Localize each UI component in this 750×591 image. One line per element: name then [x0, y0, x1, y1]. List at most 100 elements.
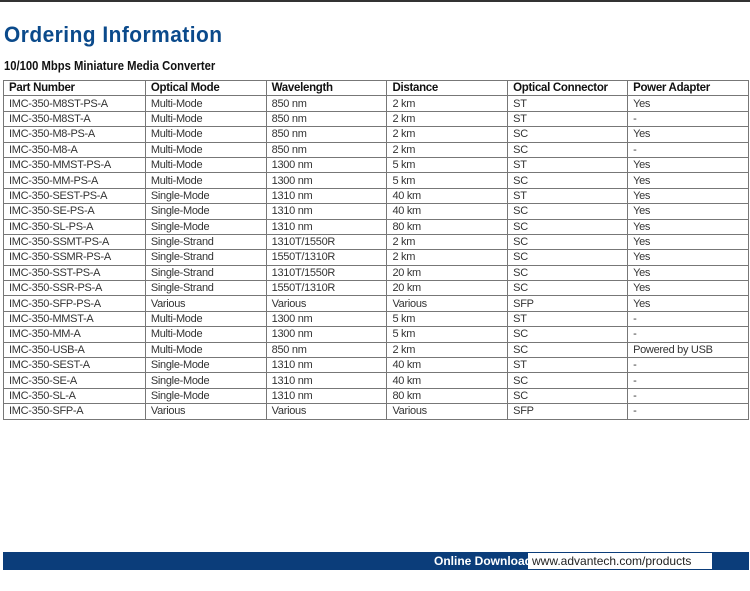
table-cell: -	[627, 403, 749, 420]
table-cell: ST	[507, 187, 629, 205]
section-title: 10/100 Mbps Miniature Media Converter	[4, 59, 216, 73]
table-cell: 850 nm	[265, 126, 388, 143]
table-row: IMC-350-SEST-A Single-Mode 1310 nm 40 km ST -	[3, 357, 749, 374]
table-cell: Multi-Mode	[144, 110, 267, 128]
table-cell: 5 km	[386, 310, 509, 328]
table-cell: Various	[144, 295, 267, 312]
table-cell: IMC-350-SSMT-PS-A	[3, 233, 146, 251]
table-row: IMC-350-M8ST-PS-A Multi-Mode 850 nm 2 km ST Y…	[3, 95, 749, 112]
table-cell: Yes	[627, 218, 749, 235]
table-cell: 1300 nm	[265, 310, 388, 328]
table-row: IMC-350-MM-A Multi-Mode 1300 nm 5 km SC -	[3, 326, 749, 343]
table-cell: Multi-Mode	[144, 341, 267, 359]
table-cell: SC	[507, 141, 629, 158]
table-row: IMC-350-SEST-PS-A Single-Mode 1310 nm 40 km…	[3, 187, 749, 205]
footer-bar: Online Download www.advantech.com/produc…	[3, 552, 749, 570]
table-cell: Yes	[627, 156, 749, 174]
table-row: IMC-350-SFP-A Various Various Various SFP -	[3, 403, 749, 420]
table-row: IMC-350-SL-A Single-Mode 1310 nm 80 km SC -	[3, 387, 749, 405]
table-cell: Yes	[627, 126, 749, 143]
table-cell: Yes	[627, 187, 749, 205]
table-cell: 2 km	[386, 249, 509, 266]
table-cell: IMC-350-M8ST-PS-A	[3, 95, 146, 112]
table-cell: SC	[507, 218, 629, 235]
table-cell: IMC-350-SFP-PS-A	[3, 295, 146, 312]
table-row: IMC-350-M8-PS-A Multi-Mode 850 nm 2 km SC Yes	[3, 126, 749, 143]
table-row: IMC-350-SSMT-PS-A Single-Strand 1310T/1550…	[3, 233, 749, 251]
table-cell: SC	[507, 341, 629, 359]
column-header: Part Number	[3, 79, 146, 97]
table-cell: Multi-Mode	[144, 141, 267, 158]
table-cell: 1550T/1310R	[265, 280, 388, 297]
table-cell: Multi-Mode	[144, 156, 267, 174]
table-cell: IMC-350-M8-A	[3, 141, 146, 158]
table-cell: IMC-350-M8-PS-A	[3, 126, 146, 143]
table-cell: 2 km	[386, 141, 509, 158]
table-cell: 850 nm	[265, 110, 388, 128]
table-cell: Single-Mode	[144, 372, 267, 389]
table-cell: Various	[265, 403, 388, 420]
table-cell: 80 km	[386, 387, 509, 405]
table-cell: Yes	[627, 172, 749, 189]
table-cell: 2 km	[386, 126, 509, 143]
table-cell: SC	[507, 264, 629, 282]
table-cell: 20 km	[386, 280, 509, 297]
column-header: Optical Mode	[144, 79, 267, 97]
table-cell: 40 km	[386, 357, 509, 374]
table-row: IMC-350-M8-A Multi-Mode 850 nm 2 km SC -	[3, 141, 749, 158]
table-cell: Powered by USB	[627, 341, 749, 359]
table-cell: 1310 nm	[265, 218, 388, 235]
table-cell: IMC-350-MM-PS-A	[3, 172, 146, 189]
column-header: Power Adapter	[627, 79, 749, 97]
table-cell: 1550T/1310R	[265, 249, 388, 266]
table-cell: 2 km	[386, 110, 509, 128]
table-cell: Various	[386, 295, 509, 312]
table-cell: 850 nm	[265, 141, 388, 158]
table-cell: Single-Mode	[144, 357, 267, 374]
table-cell: ST	[507, 156, 629, 174]
table-cell: IMC-350-SSR-PS-A	[3, 280, 146, 297]
table-cell: 1300 nm	[265, 326, 388, 343]
table-row: IMC-350-MM-PS-A Multi-Mode 1300 nm 5 km SC Ye…	[3, 172, 749, 189]
table-cell: IMC-350-SEST-PS-A	[3, 187, 146, 205]
table-cell: -	[627, 357, 749, 374]
table-cell: 1310T/1550R	[265, 264, 388, 282]
table-cell: Various	[386, 403, 509, 420]
table-cell: SC	[507, 249, 629, 266]
table-cell: SC	[507, 203, 629, 220]
table-cell: SC	[507, 172, 629, 189]
table-cell: Yes	[627, 264, 749, 282]
table-cell: Various	[144, 403, 267, 420]
table-cell: 1310 nm	[265, 203, 388, 220]
table-row: IMC-350-USB-A Multi-Mode 850 nm 2 km SC Power…	[3, 341, 749, 359]
table-cell: Yes	[627, 249, 749, 266]
column-header: Distance	[386, 79, 509, 97]
online-download-label: Online Download	[434, 554, 532, 568]
table-cell: IMC-350-USB-A	[3, 341, 146, 359]
table-row: IMC-350-SFP-PS-A Various Various Various SFP…	[3, 295, 749, 312]
table-cell: SFP	[507, 295, 629, 312]
download-url-link[interactable]: www.advantech.com/products	[528, 553, 712, 569]
table-cell: 1310 nm	[265, 387, 388, 405]
table-cell: 40 km	[386, 372, 509, 389]
table-cell: 1300 nm	[265, 156, 388, 174]
table-cell: Multi-Mode	[144, 126, 267, 143]
table-cell: SC	[507, 326, 629, 343]
table-cell: Single-Mode	[144, 218, 267, 235]
table-cell: 80 km	[386, 218, 509, 235]
table-cell: IMC-350-MM-A	[3, 326, 146, 343]
table-cell: 1310 nm	[265, 372, 388, 389]
table-cell: 40 km	[386, 203, 509, 220]
table-cell: IMC-350-SFP-A	[3, 403, 146, 420]
table-cell: -	[627, 141, 749, 158]
column-header: Wavelength	[265, 79, 388, 97]
table-cell: 5 km	[386, 156, 509, 174]
table-row: IMC-350-SSR-PS-A Single-Strand 1550T/1310R…	[3, 280, 749, 297]
table-cell: 2 km	[386, 233, 509, 251]
table-cell: -	[627, 310, 749, 328]
table-row: IMC-350-SE-PS-A Single-Mode 1310 nm 40 km SC…	[3, 203, 749, 220]
table-cell: IMC-350-SE-A	[3, 372, 146, 389]
table-cell: Multi-Mode	[144, 172, 267, 189]
table-cell: 5 km	[386, 172, 509, 189]
page-title: Ordering Information	[4, 22, 223, 47]
